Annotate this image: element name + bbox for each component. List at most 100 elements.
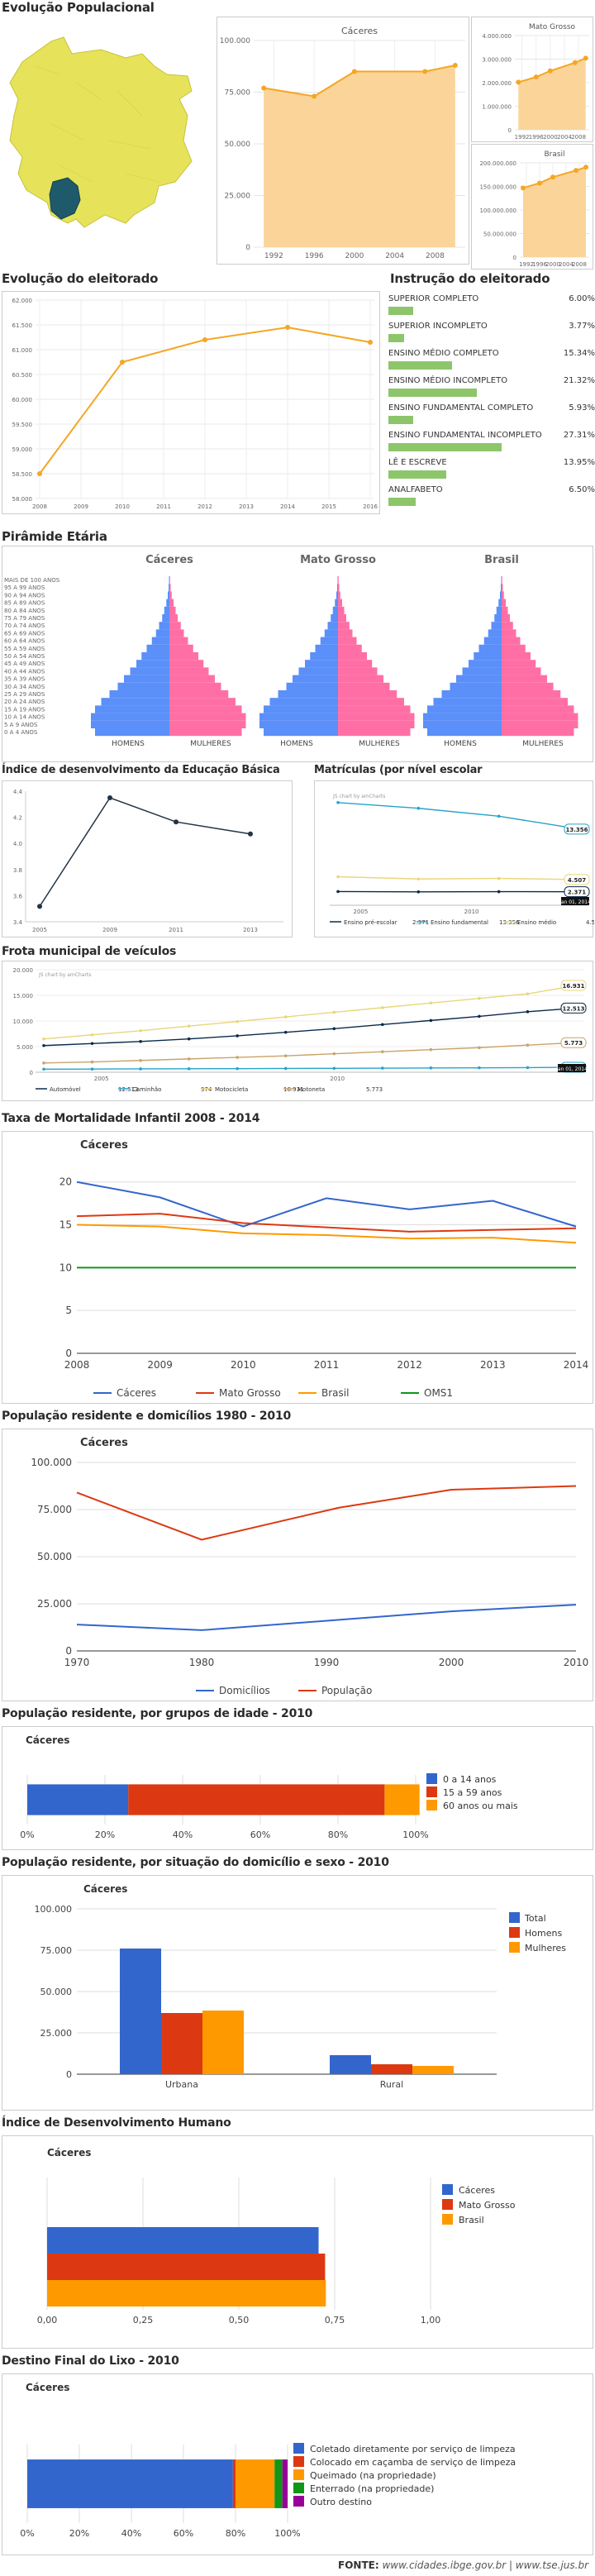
piramide-bar-mulheres — [338, 667, 378, 675]
eleitorado-point — [37, 471, 42, 476]
frota-valuelabel: 16.931 — [562, 983, 584, 990]
residente-title: Cáceres — [80, 1437, 128, 1449]
piramide-agelabel: 10 A 14 ANOS — [4, 714, 45, 721]
eleitorado-ytick: 60.000 — [12, 397, 33, 403]
piramide-bar-homens — [286, 682, 338, 690]
piramide-bar-homens — [117, 682, 169, 690]
pop_br-xtick: 2004 — [559, 261, 574, 268]
frota-legend-value: 5.773 — [366, 1086, 383, 1093]
residente-xtick: 2010 — [564, 1657, 589, 1668]
frota-point — [429, 1047, 433, 1052]
eleitorado-point — [368, 340, 373, 345]
pop_br-ytick: 100.000.000 — [479, 208, 516, 214]
frota-ytick: 0 — [30, 1070, 33, 1076]
matriculas-point — [416, 877, 421, 881]
piramide-agelabel: 45 A 49 ANOS — [4, 661, 45, 667]
piramide-bar-mulheres — [338, 629, 353, 637]
piramide-bar-homens — [320, 637, 338, 645]
frota-point — [139, 1067, 142, 1071]
frota-point — [478, 1014, 481, 1018]
pop_mt-xtick: 2008 — [571, 134, 586, 141]
eleitorado-point — [120, 360, 125, 365]
situacao-ytick: 50.000 — [40, 1987, 73, 1997]
idh-legend-swatch — [442, 2199, 453, 2210]
mortalidade-legend-name: Mato Grosso — [219, 1387, 281, 1399]
matriculas-series-line — [337, 875, 580, 880]
piramide-bar-homens — [423, 720, 502, 728]
piramide-bar-mulheres — [502, 584, 503, 592]
frota-point — [90, 1067, 94, 1071]
pop_mt-xtick: 1996 — [529, 134, 544, 141]
instrucao-pct: 6.00% — [569, 294, 595, 303]
matriculas-valuelabel: 4.507 — [568, 877, 586, 884]
lixo-xtick: 0% — [20, 2528, 34, 2539]
pop_caceres-point — [351, 69, 357, 74]
eleitorado-ytick: 59.500 — [12, 422, 33, 428]
pop_mt-xtick: 2000 — [543, 134, 558, 141]
mortalidade-legend-name: Cáceres — [117, 1387, 156, 1399]
lixo-legend-swatch — [293, 2496, 304, 2507]
piramide-bar-homens — [141, 652, 169, 661]
piramide-bar-homens — [474, 652, 502, 661]
footer-sites: www.cidades.ibge.gov.br | www.tse.jus.br — [382, 2559, 588, 2571]
mortalidade-ytick: 10 — [60, 1262, 72, 1273]
piramide-bar-homens — [151, 637, 169, 645]
ideb-xtick: 2013 — [243, 927, 258, 933]
situacao-legend-name: Mulheres — [525, 1943, 566, 1953]
situacao-bar — [330, 2055, 371, 2074]
matriculas-point — [497, 814, 501, 818]
piramide-bar-homens — [450, 682, 502, 690]
piramide-bar-mulheres — [169, 698, 236, 706]
piramide-bar-homens — [124, 675, 169, 683]
piramide-agelabel: 75 A 79 ANOS — [4, 615, 45, 622]
matriculas-legend-value: 2.371 — [412, 919, 429, 926]
frota-valuebox — [560, 980, 587, 991]
frota-point — [187, 1024, 191, 1028]
piramide-agelabel: 80 A 84 ANOS — [4, 608, 45, 614]
piramide-bar-mulheres — [169, 584, 171, 592]
piramide-bar-homens — [336, 591, 338, 599]
pop_br-title: Brasil — [544, 150, 564, 159]
piramide-bar-mulheres — [169, 622, 181, 630]
frota-point — [526, 992, 530, 995]
piramide-bar-mulheres — [169, 576, 170, 584]
piramide-legend-homens: HOMENS — [444, 740, 477, 748]
ideb-point — [248, 831, 253, 837]
grupos-legend-name: 15 a 59 anos — [443, 1787, 502, 1798]
piramide-bar-homens — [130, 667, 169, 675]
matriculas-panel: JS chart by amCharts 2005 2010 2.371 13.356 4… — [314, 780, 594, 937]
mortalidade-xtick: 2008 — [64, 1359, 90, 1371]
frota-series-line — [43, 1007, 577, 1047]
mortalidade-xtick: 2014 — [564, 1359, 589, 1371]
situacao-legend-swatch — [509, 1927, 520, 1938]
frota-point — [381, 1066, 384, 1070]
matriculas-date: Jan 01, 2014 — [559, 899, 591, 905]
piramide-bar-mulheres — [338, 690, 397, 699]
pop_mt-xtick: 2004 — [557, 134, 572, 141]
eleitorado-ytick: 61.500 — [12, 322, 33, 329]
instrucao-label: ENSINO FUNDAMENTAL INCOMPLETO — [388, 431, 542, 440]
lixo-bar-segment — [27, 2459, 233, 2508]
pop_caceres-ytick: 0 — [245, 244, 250, 252]
piramide-bar-homens — [332, 606, 338, 614]
piramide-agelabel: 65 A 69 ANOS — [4, 630, 45, 637]
instrucao-list: SUPERIOR COMPLETO 6.00% SUPERIOR INCOMPLET… — [388, 294, 595, 518]
piramide-bar-homens — [91, 713, 169, 721]
frota-xtick: 2010 — [330, 1076, 345, 1082]
piramide-agelabel: 50 A 54 ANOS — [4, 653, 45, 660]
piramide-bar-mulheres — [338, 614, 346, 623]
ideb-ytick: 4.4 — [13, 789, 23, 795]
frota-point — [42, 1037, 45, 1041]
piramide-bar-mulheres — [502, 667, 541, 675]
piramide-agelabel: 85 A 89 ANOS — [4, 600, 45, 607]
pop-caceres-panel: Cáceres 0 25.000 50.000 75.000 100.000 1992 199… — [217, 17, 469, 265]
situacao-ytick: 25.000 — [40, 2028, 73, 2039]
matriculas-valuelabel: 13.356 — [565, 827, 588, 833]
piramide-bar-mulheres — [169, 705, 242, 713]
instrucao-label: ENSINO MÉDIO INCOMPLETO — [388, 376, 508, 385]
frota-point — [90, 1042, 94, 1046]
matriculas-xtick: 2010 — [464, 909, 479, 915]
frota-point — [236, 1066, 239, 1071]
piramide-bar-homens — [491, 622, 502, 630]
